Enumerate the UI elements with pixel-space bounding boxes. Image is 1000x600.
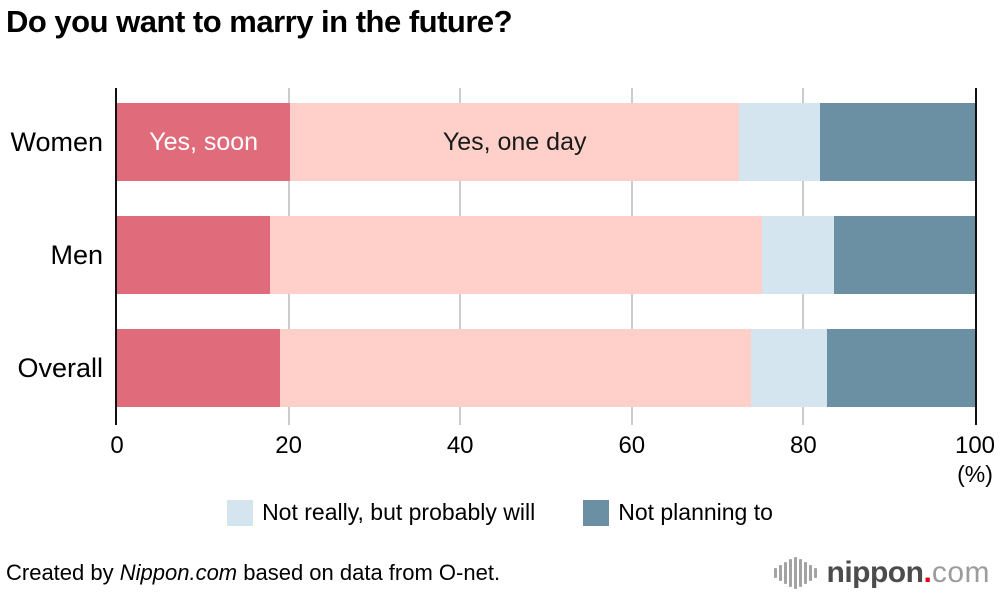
soundwave-icon [773,556,817,590]
credit-source: Nippon.com [119,560,238,585]
x-tick-100: 100 [954,432,996,459]
segment-women-1: Yes, soon [117,103,291,181]
x-axis-ticks: (%) 0 20 40 60 80 100 [110,432,995,492]
credit-prefix: Created by [6,560,120,585]
legend-item: Not really, but probably will [227,499,535,526]
segment-men-3 [762,216,835,294]
credit-text: Created by Nippon.com based on data from… [6,560,500,586]
segment-men-4 [834,216,975,294]
logo-name: nippon [826,556,924,589]
legend-swatch-icon [583,499,610,526]
x-tick-0: 0 [110,432,124,459]
logo-dot: . [923,556,932,589]
category-label-overall: Overall [17,352,103,383]
inline-segment-label: Yes, one day [442,127,587,156]
legend-swatch-icon [227,499,254,526]
bar-row-women: Yes, soon Yes, one day [117,103,975,181]
legend-item: Not planning to [583,499,773,526]
segment-women-2: Yes, one day [290,103,740,181]
chart-title: Do you want to marry in the future? [6,4,513,39]
segment-overall-4 [827,329,975,407]
x-tick-60: 60 [618,432,646,459]
segment-men-2 [269,216,763,294]
bar-row-men [117,216,975,294]
footer: Created by Nippon.com based on data from… [6,552,990,594]
segment-women-4 [819,103,975,181]
legend-label: Not planning to [618,499,773,525]
segment-women-3 [739,103,820,181]
segment-overall-1 [117,329,281,407]
category-label-men: Men [50,239,103,270]
logo-text: nippon.com [827,558,991,588]
category-labels: Women Men Overall [0,88,103,425]
segment-overall-2 [280,329,752,407]
plot-area: Yes, soon Yes, one day [115,88,977,425]
x-axis-unit-label: (%) [957,461,993,487]
legend: Not really, but probably will Not plannin… [0,499,1000,526]
logo-tld: com [931,556,990,589]
x-tick-20: 20 [275,432,302,459]
x-tick-80: 80 [790,432,817,459]
bar-row-overall [117,329,975,407]
category-label-women: Women [10,126,103,157]
credit-suffix: based on data from O-net. [237,560,501,585]
segment-overall-3 [751,329,828,407]
segment-men-1 [117,216,270,294]
legend-label: Not really, but probably will [262,499,536,525]
x-tick-40: 40 [446,432,474,459]
inline-segment-label: Yes, soon [149,127,259,156]
nippon-logo: nippon.com [773,556,991,590]
